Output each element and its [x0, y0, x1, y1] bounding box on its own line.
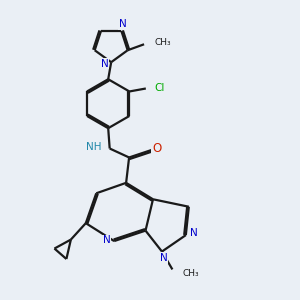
Text: NH: NH: [86, 142, 101, 152]
Text: N: N: [160, 253, 167, 263]
Text: N: N: [103, 236, 111, 245]
Text: Cl: Cl: [154, 83, 165, 94]
Text: N: N: [190, 228, 198, 238]
Text: CH₃: CH₃: [183, 268, 200, 278]
Text: O: O: [152, 142, 161, 155]
Text: CH₃: CH₃: [154, 38, 171, 47]
Text: N: N: [119, 19, 127, 29]
Text: N: N: [101, 59, 109, 69]
